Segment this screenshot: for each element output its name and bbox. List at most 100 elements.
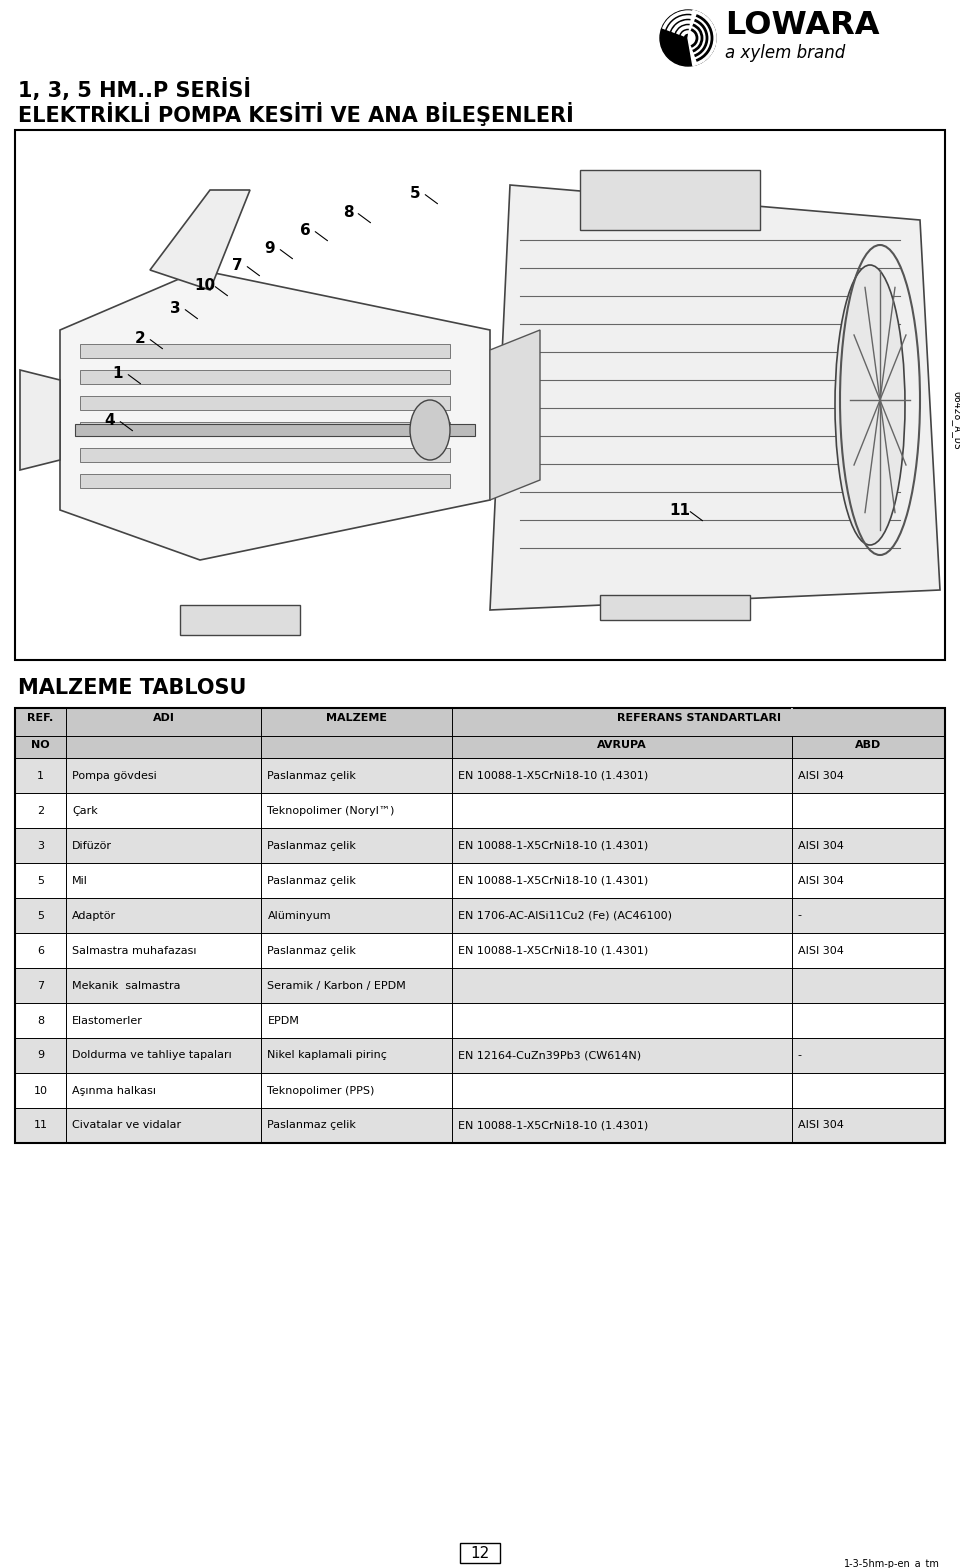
Text: REF.: REF. [28,713,54,723]
Text: Paslanmaz çelik: Paslanmaz çelik [268,875,356,886]
Bar [75,423,475,436]
Text: Alüminyum: Alüminyum [268,911,331,920]
Bar [15,709,945,1143]
Text: 06428_A_DS: 06428_A_DS [951,390,960,450]
Text: 6: 6 [300,223,310,237]
Text: 1: 1 [112,365,123,381]
Text: EN 1706-AC-AlSi11Cu2 (Fe) (AC46100): EN 1706-AC-AlSi11Cu2 (Fe) (AC46100) [458,911,672,920]
Bar [80,370,450,384]
Bar [580,169,760,230]
Text: 1, 3, 5 HM..P SERİSİ: 1, 3, 5 HM..P SERİSİ [18,78,251,100]
Text: Teknopolimer (Noryl™): Teknopolimer (Noryl™) [268,806,395,815]
Bar [15,1073,945,1109]
Text: ABD: ABD [855,740,881,750]
Bar [790,709,793,735]
Text: 12: 12 [470,1546,490,1560]
Wedge shape [688,11,716,66]
Text: Salmastra muhafazası: Salmastra muhafazası [72,946,197,955]
Bar [15,735,945,757]
Bar [15,709,945,735]
Text: Elastomerler: Elastomerler [72,1016,143,1025]
Bar [600,594,750,619]
Text: Aşınma halkası: Aşınma halkası [72,1085,156,1096]
Text: NO: NO [32,740,50,750]
Text: -: - [798,911,802,920]
Text: EN 10088-1-X5CrNi18-10 (1.4301): EN 10088-1-X5CrNi18-10 (1.4301) [458,770,648,781]
Text: 11: 11 [669,502,690,517]
Text: 10: 10 [195,278,216,293]
Text: 11: 11 [34,1121,48,1131]
Bar [15,933,945,967]
Bar [15,828,945,862]
Text: EN 12164-CuZn39Pb3 (CW614N): EN 12164-CuZn39Pb3 (CW614N) [458,1051,641,1060]
Text: 4: 4 [105,412,115,428]
Bar [80,448,450,463]
Text: 7: 7 [231,257,242,273]
Text: LOWARA: LOWARA [725,9,879,41]
Text: AISI 304: AISI 304 [798,1121,844,1131]
Bar [15,130,945,660]
Circle shape [660,9,716,66]
Bar [15,1109,945,1143]
Bar [15,1004,945,1038]
Text: 6: 6 [37,946,44,955]
Text: 5: 5 [37,875,44,886]
Polygon shape [150,190,250,290]
Text: EN 10088-1-X5CrNi18-10 (1.4301): EN 10088-1-X5CrNi18-10 (1.4301) [458,875,648,886]
Text: 2: 2 [37,806,44,815]
Polygon shape [60,270,490,560]
Text: 9: 9 [37,1051,44,1060]
Text: MALZEME: MALZEME [326,713,387,723]
Bar [460,1543,500,1563]
Ellipse shape [835,265,905,546]
Polygon shape [490,185,940,610]
Text: 5: 5 [410,185,420,201]
Text: AISI 304: AISI 304 [798,840,844,850]
Text: 8: 8 [343,204,353,220]
Text: ELEKTRİKLİ POMPA KESİTİ VE ANA BİLEŞENLERİ: ELEKTRİKLİ POMPA KESİTİ VE ANA BİLEŞENLE… [18,102,574,125]
Text: 2: 2 [134,331,145,345]
Text: Paslanmaz çelik: Paslanmaz çelik [268,1121,356,1131]
Text: Teknopolimer (PPS): Teknopolimer (PPS) [268,1085,374,1096]
Text: Çark: Çark [72,806,98,815]
Bar [15,967,945,1004]
Bar [180,605,300,635]
Text: a xylem brand: a xylem brand [725,44,845,63]
Text: REFERANS STANDARTLARI: REFERANS STANDARTLARI [616,713,780,723]
Bar [80,422,450,436]
Text: Paslanmaz çelik: Paslanmaz çelik [268,840,356,850]
Text: 7: 7 [37,980,44,991]
Text: 1-3-5hm-p-en_a_tm: 1-3-5hm-p-en_a_tm [844,1559,940,1568]
Bar [15,793,945,828]
Text: ADI: ADI [153,713,175,723]
Text: Nikel kaplamali pirinç: Nikel kaplamali pirinç [268,1051,387,1060]
Bar [80,474,450,488]
Text: Paslanmaz çelik: Paslanmaz çelik [268,770,356,781]
Text: 10: 10 [34,1085,48,1096]
Text: Pompa gövdesi: Pompa gövdesi [72,770,156,781]
Text: AISI 304: AISI 304 [798,875,844,886]
Text: Difüzör: Difüzör [72,840,112,850]
Bar [80,343,450,358]
Text: 9: 9 [265,240,276,256]
Text: 8: 8 [37,1016,44,1025]
Text: -: - [798,1051,802,1060]
Text: AISI 304: AISI 304 [798,946,844,955]
Text: EN 10088-1-X5CrNi18-10 (1.4301): EN 10088-1-X5CrNi18-10 (1.4301) [458,946,648,955]
Text: MALZEME TABLOSU: MALZEME TABLOSU [18,677,247,698]
Text: Mekanik  salmastra: Mekanik salmastra [72,980,180,991]
Text: 1: 1 [37,770,44,781]
Text: 5: 5 [37,911,44,920]
Text: Seramik / Karbon / EPDM: Seramik / Karbon / EPDM [268,980,406,991]
Text: Paslanmaz çelik: Paslanmaz çelik [268,946,356,955]
Text: EN 10088-1-X5CrNi18-10 (1.4301): EN 10088-1-X5CrNi18-10 (1.4301) [458,840,648,850]
Bar [15,757,945,793]
Polygon shape [20,370,60,470]
Bar [80,397,450,409]
Text: Adaptör: Adaptör [72,911,116,920]
Text: EN 10088-1-X5CrNi18-10 (1.4301): EN 10088-1-X5CrNi18-10 (1.4301) [458,1121,648,1131]
Text: AISI 304: AISI 304 [798,770,844,781]
Bar [15,862,945,898]
Text: 3: 3 [170,301,180,315]
Text: EPDM: EPDM [268,1016,300,1025]
